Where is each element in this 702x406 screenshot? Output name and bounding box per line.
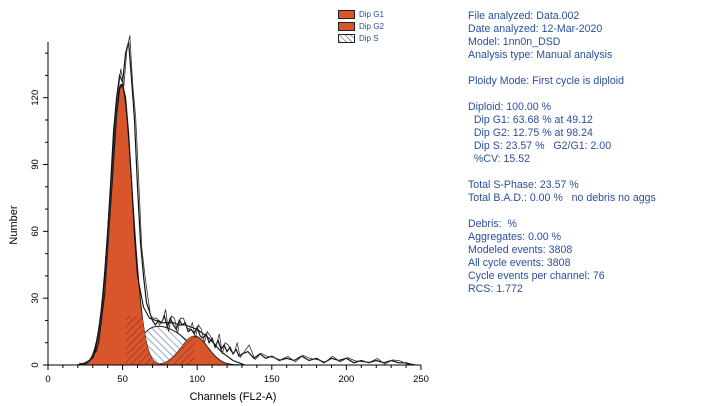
legend-item-dip-s: Dip S	[338, 33, 418, 44]
analysis-info-panel: File analyzed: Data.002 Date analyzed: 1…	[468, 10, 700, 296]
x-tick-label-100: 100	[189, 374, 205, 385]
y-tick-label-0: 0	[30, 362, 41, 367]
legend-label-dip-g2: Dip G2	[359, 22, 384, 31]
cv-text: %CV: 15.52	[468, 153, 531, 165]
y-tick-label-60: 60	[30, 226, 41, 237]
x-tick-label-0: 0	[45, 374, 50, 385]
total-s-phase-text: Total S-Phase: 23.57 %	[468, 179, 579, 191]
file-analyzed-text: File analyzed: Data.002	[468, 10, 580, 22]
all-cycle-events-text: All cycle events: 3808	[468, 257, 571, 269]
y-tick-label-30: 30	[30, 293, 41, 304]
legend-label-dip-g1: Dip G1	[359, 10, 384, 19]
x-tick-label-150: 150	[264, 374, 280, 385]
x-tick-label-250: 250	[413, 374, 429, 385]
analysis-type-text: Analysis type: Manual analysis	[468, 49, 613, 61]
aggregates-text: Aggregates: 0.00 %	[468, 231, 562, 243]
model-text: Model: 1nn0n_DSD	[468, 36, 561, 48]
y-tick-label-90: 90	[30, 159, 41, 170]
diploid-text: Diploid: 100.00 %	[468, 101, 552, 113]
dip-g1-tail-hatch	[125, 316, 168, 365]
dip-g2-hatch	[152, 336, 195, 365]
ploidy-mode-text: Ploidy Mode: First cycle is diploid	[468, 75, 625, 87]
y-tick-label-120: 120	[30, 90, 41, 106]
total-bad-text: Total B.A.D.: 0.00 % no debris no aggs	[468, 192, 656, 204]
legend: Dip G1 Dip G2 Dip S	[338, 9, 418, 45]
legend-swatch-dip-s	[338, 34, 355, 43]
legend-swatch-dip-g2	[338, 22, 355, 31]
dip-g1-text: Dip G1: 63.68 % at 49.12	[468, 114, 593, 126]
x-tick-label-50: 50	[117, 374, 128, 385]
y-axis-title: Number	[8, 205, 20, 244]
legend-swatch-dip-g1	[338, 10, 355, 19]
legend-label-dip-s: Dip S	[359, 34, 379, 43]
histogram-line	[77, 41, 414, 366]
legend-item-dip-g1: Dip G1	[338, 9, 418, 20]
date-analyzed-text: Date analyzed: 12-Mar-2020	[468, 23, 603, 35]
legend-item-dip-g2: Dip G2	[338, 21, 418, 32]
dip-g2-text: Dip G2: 12.75 % at 98.24	[468, 127, 593, 139]
histogram-trace-2	[78, 35, 415, 365]
rcs-text: RCS: 1.772	[468, 283, 523, 295]
cycle-events-per-channel-text: Cycle events per channel: 76	[468, 270, 605, 282]
modeled-events-text: Modeled events: 3808	[468, 244, 573, 256]
debris-text: Debris: %	[468, 218, 517, 230]
dip-s-text: Dip S: 23.57 % G2/G1: 2.00	[468, 140, 612, 152]
x-axis-title: Channels (FL2-A)	[190, 391, 277, 403]
x-tick-label-200: 200	[338, 374, 354, 385]
